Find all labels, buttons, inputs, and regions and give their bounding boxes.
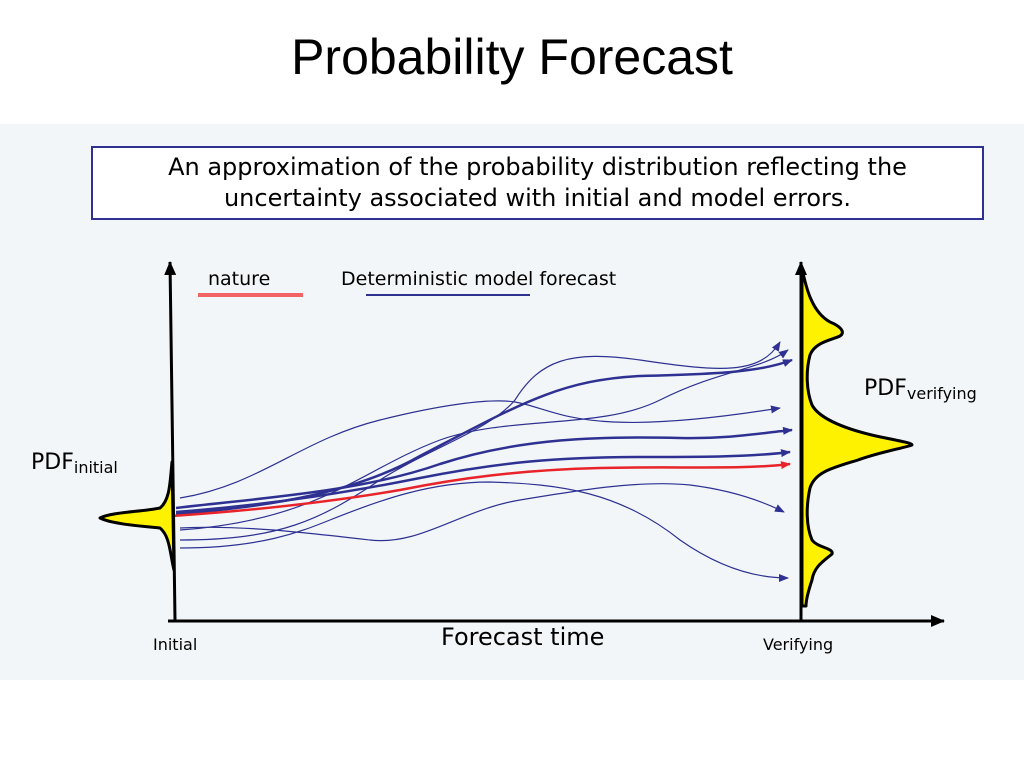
pdf-initial-main: PDF: [31, 450, 74, 475]
definition-line-2: uncertainty associated with initial and …: [223, 184, 852, 212]
pdf-verifying-label: PDFverifying: [864, 376, 977, 403]
pdf-initial-subscript: initial: [73, 458, 118, 477]
nature-trajectory: [171, 461, 791, 518]
legend-deterministic-label: Deterministic model forecast: [341, 268, 617, 290]
ensemble-thin-members: [179, 341, 789, 582]
x-axis-title: Forecast time: [441, 623, 605, 651]
ensemble-main-2: [175, 426, 793, 510]
definition-line-1: An approximation of the probability dist…: [168, 153, 907, 181]
pdf-verifying-main: PDF: [864, 376, 907, 401]
definition-box: An approximation of the probability dist…: [91, 146, 984, 220]
ensemble-member-3: [179, 341, 781, 541]
ensemble-member-2: [179, 349, 789, 531]
ensemble-member-4: [179, 481, 789, 582]
ensemble-member-1: [179, 400, 781, 499]
x-axis-end-label: Verifying: [763, 635, 834, 654]
ensemble-main-3: [175, 449, 791, 514]
x-axis-start-label: Initial: [153, 635, 198, 654]
pdf-verifying-shape: [800, 266, 914, 608]
pdf-verifying-subscript: verifying: [906, 384, 977, 403]
definition-text: An approximation of the probability dist…: [168, 152, 907, 214]
y-axis-initial: [164, 261, 177, 621]
pdf-initial-label: PDFinitial: [31, 450, 118, 477]
legend-nature-label: nature: [208, 268, 271, 290]
pdf-initial-shape: [98, 460, 176, 572]
slide-title: Probability Forecast: [291, 29, 733, 85]
ensemble-member-5: [179, 483, 785, 542]
ensemble-thick-members: [175, 358, 793, 516]
